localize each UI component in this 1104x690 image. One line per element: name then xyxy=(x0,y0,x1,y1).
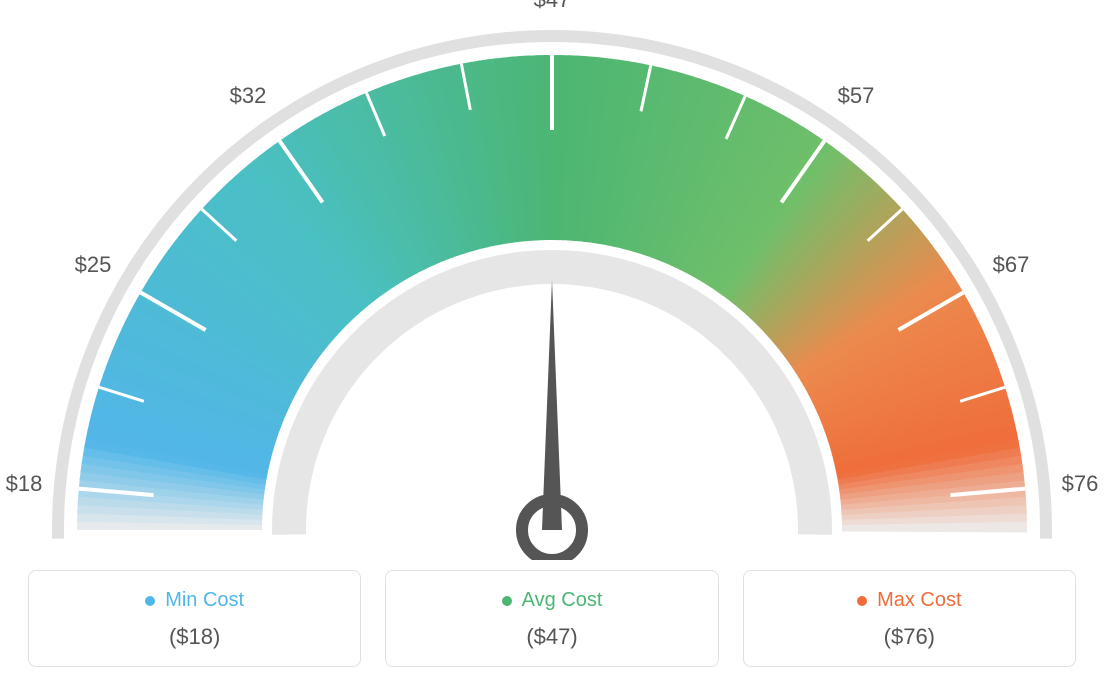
gauge-svg xyxy=(0,0,1104,560)
gauge-tick-label: $18 xyxy=(6,471,43,497)
legend-label: Max Cost xyxy=(877,589,961,612)
legend-value: ($47) xyxy=(396,624,707,650)
legend-card-max: Max Cost ($76) xyxy=(743,570,1076,667)
legend-title-avg: Avg Cost xyxy=(502,589,603,612)
gauge-tick-label: $76 xyxy=(1062,471,1099,497)
gauge-tick-label: $47 xyxy=(534,0,571,13)
legend-card-min: Min Cost ($18) xyxy=(28,570,361,667)
legend-label: Avg Cost xyxy=(522,589,603,612)
dot-icon xyxy=(145,596,155,606)
gauge-tick-label: $57 xyxy=(838,83,875,109)
dot-icon xyxy=(502,596,512,606)
legend-row: Min Cost ($18) Avg Cost ($47) Max Cost (… xyxy=(0,570,1104,667)
legend-card-avg: Avg Cost ($47) xyxy=(385,570,718,667)
gauge-tick-label: $25 xyxy=(75,252,112,278)
gauge-tick-label: $67 xyxy=(993,252,1030,278)
legend-value: ($18) xyxy=(39,624,350,650)
legend-label: Min Cost xyxy=(165,589,244,612)
legend-value: ($76) xyxy=(754,624,1065,650)
cost-gauge-chart: $18 $25 $32 $47 $57 $67 $76 xyxy=(0,0,1104,560)
legend-title-min: Min Cost xyxy=(145,589,244,612)
legend-title-max: Max Cost xyxy=(857,589,961,612)
gauge-tick-label: $32 xyxy=(230,83,267,109)
dot-icon xyxy=(857,596,867,606)
